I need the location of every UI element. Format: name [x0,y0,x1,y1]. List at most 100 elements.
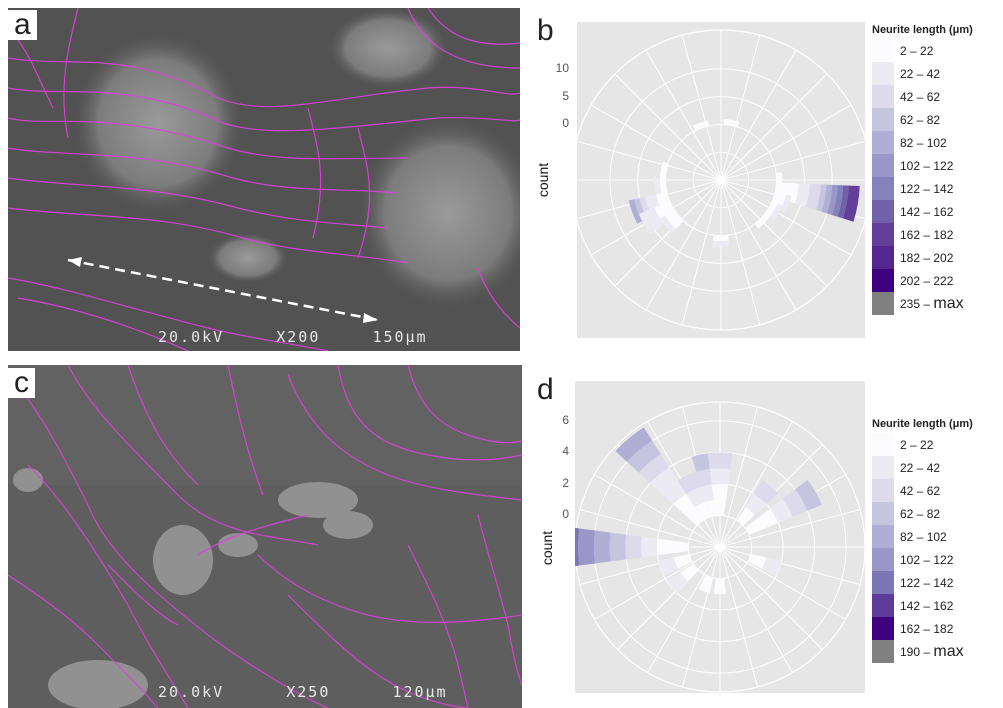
y-tick-label: 2 [562,475,569,490]
grid-spoke [720,179,828,287]
legend-swatch [872,479,894,502]
wedge [821,184,833,214]
grid-spoke [719,546,861,586]
legend-item: 102 – 122 [872,548,973,571]
grid-spoke [719,406,759,548]
wedge [638,207,664,235]
legend-item: 82 – 102 [872,131,973,154]
legend-swatch [872,154,894,177]
legend-item: 62 – 82 [872,108,973,131]
wedge [627,440,661,473]
wedge [656,538,689,556]
wedge [628,199,643,224]
sem-scale: 120μm [392,683,448,701]
grid-spoke [614,73,722,181]
legend-swatch [872,617,894,640]
legend-label: 22 – 42 [900,460,941,475]
legend-label: 122 – 142 [900,181,954,196]
wedge [677,471,702,494]
wedge [692,120,709,131]
y-tick-label: 0 [562,507,569,522]
grid-spoke [647,546,721,673]
wedge [712,240,730,247]
legend-label: 122 – 142 [900,575,954,590]
legend-swatch [872,131,894,154]
legend-label: 42 – 62 [900,89,941,104]
legend-swatch [872,223,894,246]
legend-label: 142 – 162 [900,204,954,219]
wedge [745,493,767,516]
wedge [826,184,838,216]
legend-item: 190 – max [872,640,973,663]
grid-spoke [579,546,721,586]
grid-spoke [720,73,828,181]
y-tick-label: 6 [562,412,569,427]
legend-swatch [872,177,894,200]
y-tick-label: 0 [562,116,569,131]
legend-item: 42 – 62 [872,85,973,108]
panel-label-c: c [8,368,35,398]
legend-item: 122 – 142 [872,571,973,594]
wedge [713,235,729,242]
wedge [593,530,611,564]
wedge [765,201,778,218]
grid-spoke [719,546,823,650]
grid-spoke [590,104,722,181]
legend-swatch [872,39,894,62]
grid-spoke [719,508,861,548]
legend-item: 162 – 182 [872,223,973,246]
wedge [664,209,684,230]
wedge [638,453,670,484]
wedge [694,501,711,521]
wedge [770,499,793,523]
grid-spoke [719,546,846,620]
legend-swatch [872,108,894,131]
grid-spoke [681,34,722,181]
wedge [747,553,767,569]
y-tick-label: 10 [555,60,569,75]
legend-item: 82 – 102 [872,525,973,548]
grid-spoke [720,179,852,256]
wedge [780,194,792,214]
legend-label: 62 – 82 [900,112,941,127]
y-tick-label: 4 [562,444,569,459]
sem-meta-a: 20.0kV X200 150μm [158,328,428,346]
legend-label: 82 – 102 [900,529,947,544]
legend-label: 102 – 122 [900,552,954,567]
grid-spoke [719,546,793,673]
wedge [837,185,849,219]
grid-spoke [681,546,721,688]
grid-spoke [645,49,722,181]
legend-label: 22 – 42 [900,66,941,81]
wedge [769,203,783,221]
y-axis-label-d: count [539,530,555,566]
legend-swatch [872,433,894,456]
sem-scale: 150μm [372,328,428,346]
grid-spoke [720,104,852,181]
wedge [673,553,693,569]
polar-plot-b [570,22,872,338]
grid-spoke [720,140,867,181]
legend-item: 22 – 42 [872,62,973,85]
grid-spoke [720,179,761,326]
legend-title-b: Neurite length (μm) [872,24,973,36]
grid-spoke [681,179,722,326]
wedge [654,201,677,224]
legend-swatch [872,571,894,594]
legend-label: 190 – max [900,642,964,660]
panel-label-a: a [8,10,37,40]
wedge [673,493,704,526]
panel-label-b: b [531,16,560,46]
wedge [776,172,783,188]
grid-spoke [720,49,797,181]
wedge [736,507,755,526]
wedge [666,572,689,594]
wedge [680,563,699,582]
sem-voltage: 20.0kV [158,683,225,701]
wedge [795,183,810,207]
grid-spoke [614,179,722,287]
legend-label: 162 – 182 [900,621,954,636]
wedge [754,213,770,229]
sem-meta-c: 20.0kV X250 120μm [158,683,448,701]
grid-spoke [575,140,722,181]
